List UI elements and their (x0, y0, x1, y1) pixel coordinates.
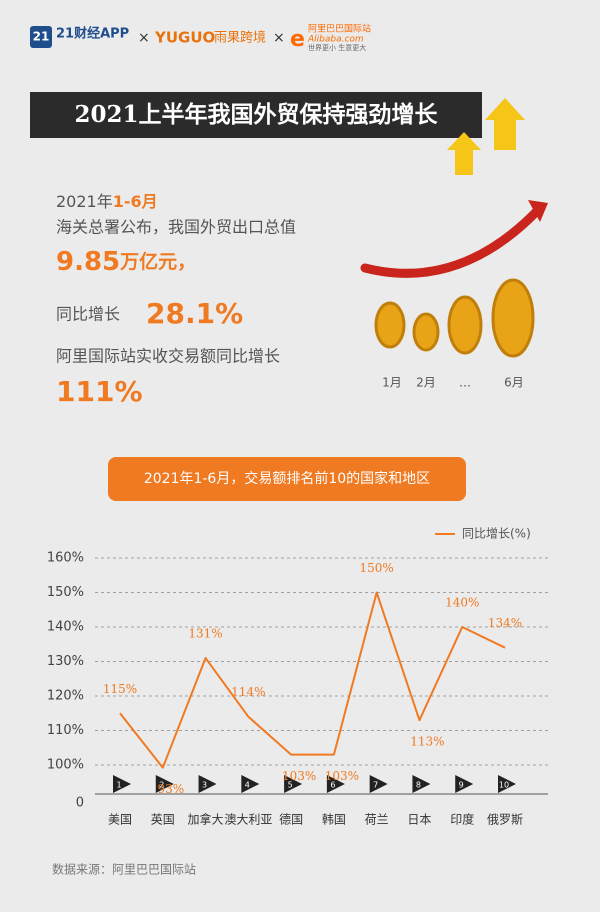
series-line (119, 591, 506, 769)
brand-cn: 阿里巴巴国际站 (308, 23, 371, 35)
coin (447, 295, 483, 355)
alibaba-value: 111% (56, 375, 143, 408)
y-tick-label: 120% (47, 689, 84, 704)
coin-label: 2月 (416, 376, 436, 390)
stat-text: 阿里国际站实收交易额同比增长 (56, 347, 280, 366)
x-tick-label: 加拿大 (188, 812, 224, 827)
times: × (138, 30, 150, 46)
flag (498, 775, 516, 794)
coin-label: 1月 (382, 376, 402, 390)
x-tick-label: 德国 (279, 812, 303, 827)
flag (369, 775, 388, 794)
flag (198, 775, 217, 794)
value-label: 93% (157, 782, 184, 796)
x-tick-label: 美国 (108, 813, 132, 827)
rank-label: 1 (116, 781, 121, 790)
rank-label: 2 (159, 781, 164, 790)
logo-box (30, 26, 52, 48)
rank-label: 8 (416, 781, 421, 790)
x-tick-label: 英国 (151, 813, 175, 827)
x-tick-label: 日本 (407, 813, 431, 827)
arrow-icon (485, 98, 525, 150)
value-label: 131% (188, 627, 222, 641)
period-year: 2021年 (56, 192, 113, 211)
export-value: 9.85万亿元， (56, 247, 196, 277)
x-tick-label: 俄罗斯 (487, 813, 523, 827)
value-label: 150% (360, 561, 394, 575)
coin-label: … (459, 376, 471, 390)
growth-value: 28.1% (146, 297, 243, 330)
source: 数据来源：阿里巴巴国际站 (52, 862, 196, 877)
y-tick-label: 100% (47, 758, 84, 773)
chart-title: 2021年1-6月，交易额排名前10的国家和地区 (144, 470, 430, 487)
value-label: 114% (231, 685, 265, 699)
x-tick-label: 韩国 (322, 812, 346, 827)
value-label: 103% (325, 769, 359, 783)
coin (412, 312, 440, 352)
flag (412, 775, 431, 794)
rank-label: 3 (202, 781, 207, 790)
brand: YUGUO (154, 29, 215, 47)
rank-label: 5 (288, 781, 293, 790)
flag (113, 775, 131, 794)
value-label: 113% (410, 735, 444, 749)
stat-text: 海关总署公布，我国外贸出口总值 (56, 218, 296, 237)
logo-name: 21财经APP (56, 26, 129, 42)
rank-label: 4 (245, 781, 250, 790)
period-months: 1-6月 (113, 192, 158, 211)
period: 2021年1-6月 (56, 192, 158, 211)
flag (455, 775, 474, 794)
flag (284, 775, 303, 794)
export-unit: 万亿元， (119, 250, 196, 273)
slogan: 世界更小 生意更大 (308, 43, 366, 52)
rank-label: 6 (330, 781, 335, 790)
logo-number: 21 (33, 30, 50, 44)
y-tick-label: 150% (47, 585, 84, 600)
value-label: 134% (488, 616, 522, 630)
coin-label: 6月 (504, 376, 524, 390)
times: × (273, 30, 285, 46)
title: 2021上半年我国外贸保持强劲增长 (74, 101, 438, 128)
export-number: 9.85 (56, 247, 120, 277)
y-tick-label: 130% (47, 654, 84, 669)
y-tick-label: 160% (47, 551, 84, 566)
value-label: 115% (103, 682, 137, 696)
coin (374, 301, 406, 349)
y-tick-label: 140% (47, 620, 84, 635)
rank-label: 10 (499, 781, 509, 790)
legend-label: 同比增长(%) (462, 527, 531, 541)
value-label: 140% (445, 596, 479, 610)
x-tick-label: 印度 (450, 812, 474, 827)
rank-label: 9 (459, 781, 464, 790)
chart-title-box (108, 457, 466, 501)
alibaba-mark: e (290, 27, 305, 52)
title-box (30, 92, 482, 138)
flag (155, 775, 174, 794)
rank-label: 7 (373, 781, 378, 790)
brand: Alibaba.com (307, 35, 364, 45)
trend-arrow (360, 203, 545, 278)
arrow-icon (447, 132, 481, 175)
y-tick-label: 0 (76, 796, 84, 811)
flag (241, 775, 260, 794)
value-label: 103% (282, 769, 316, 783)
flag (326, 775, 345, 794)
y-tick-label: 110% (47, 723, 84, 738)
brand-cn: 雨果跨境 (214, 31, 266, 46)
coin (491, 278, 535, 358)
x-tick-label: 澳大利亚 (224, 813, 272, 827)
stat-text: 同比增长 (56, 305, 120, 324)
trend-arrowhead (528, 200, 548, 222)
x-tick-label: 荷兰 (365, 813, 389, 827)
